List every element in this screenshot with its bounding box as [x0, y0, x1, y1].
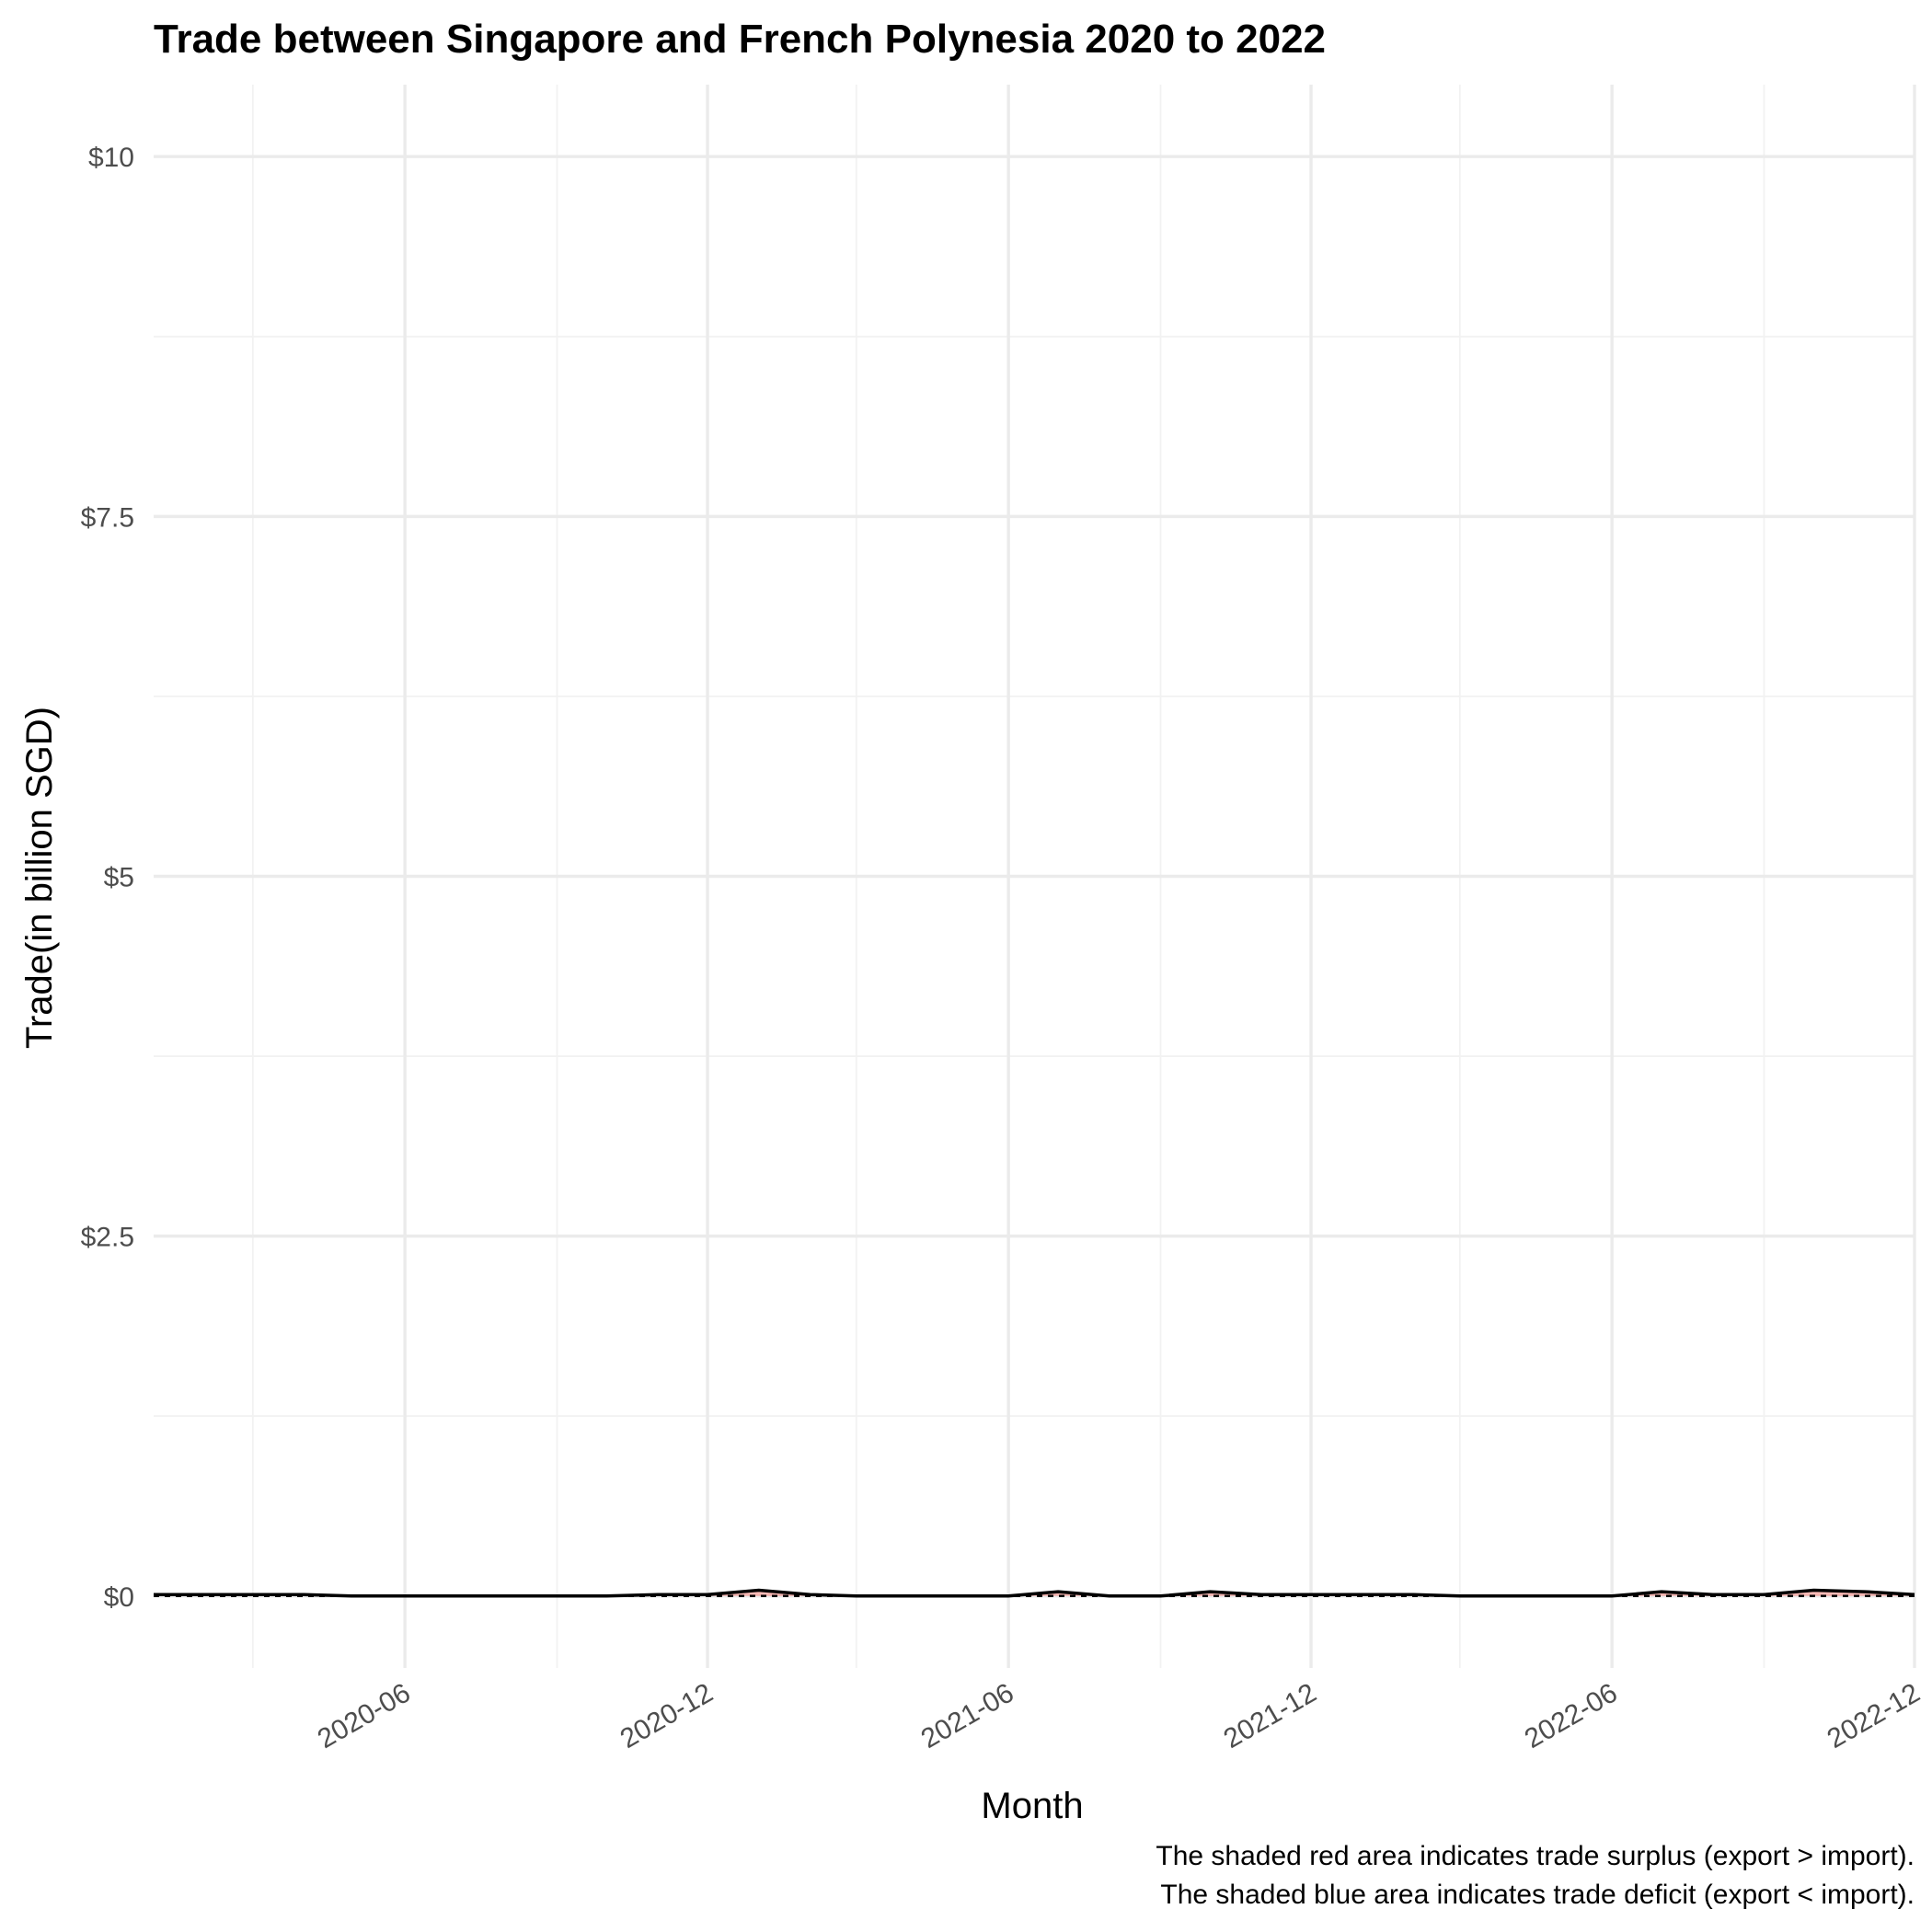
- y-tick-label: $0: [104, 1582, 134, 1613]
- chart-title: Trade between Singapore and French Polyn…: [154, 17, 1326, 62]
- x-tick-label: 2021-12: [1219, 1677, 1322, 1754]
- y-tick-label: $2.5: [81, 1223, 134, 1253]
- y-axis-title: Trade(in billion SGD): [19, 707, 60, 1049]
- x-tick-label: 2020-12: [615, 1677, 719, 1754]
- y-tick-label: $5: [104, 863, 134, 893]
- minor-y-gridlines: [154, 335, 1915, 1418]
- x-tick-label: 2022-06: [1520, 1677, 1623, 1754]
- export-line: [154, 1588, 1915, 1598]
- y-tick-label: $10: [88, 143, 134, 173]
- major-y-gridlines: [154, 155, 1915, 1598]
- x-tick-labels: 2020-06 2020-12 2021-06 2021-12 2022-06 2022-…: [313, 1677, 1926, 1754]
- x-tick-label: 2020-06: [313, 1677, 416, 1754]
- y-tick-label: $7.5: [81, 502, 134, 533]
- caption-surplus: The shaded red area indicates trade surp…: [1156, 1841, 1915, 1871]
- x-axis-title: Month: [981, 1786, 1083, 1826]
- major-x-gridlines: [403, 85, 1916, 1668]
- caption-deficit: The shaded blue area indicates trade def…: [1160, 1880, 1915, 1910]
- series-lines: [154, 1588, 1915, 1598]
- y-tick-labels: $0 $2.5 $5 $7.5 $10: [81, 143, 134, 1613]
- x-tick-label: 2022-12: [1823, 1677, 1926, 1754]
- x-tick-label: 2021-06: [916, 1677, 1019, 1754]
